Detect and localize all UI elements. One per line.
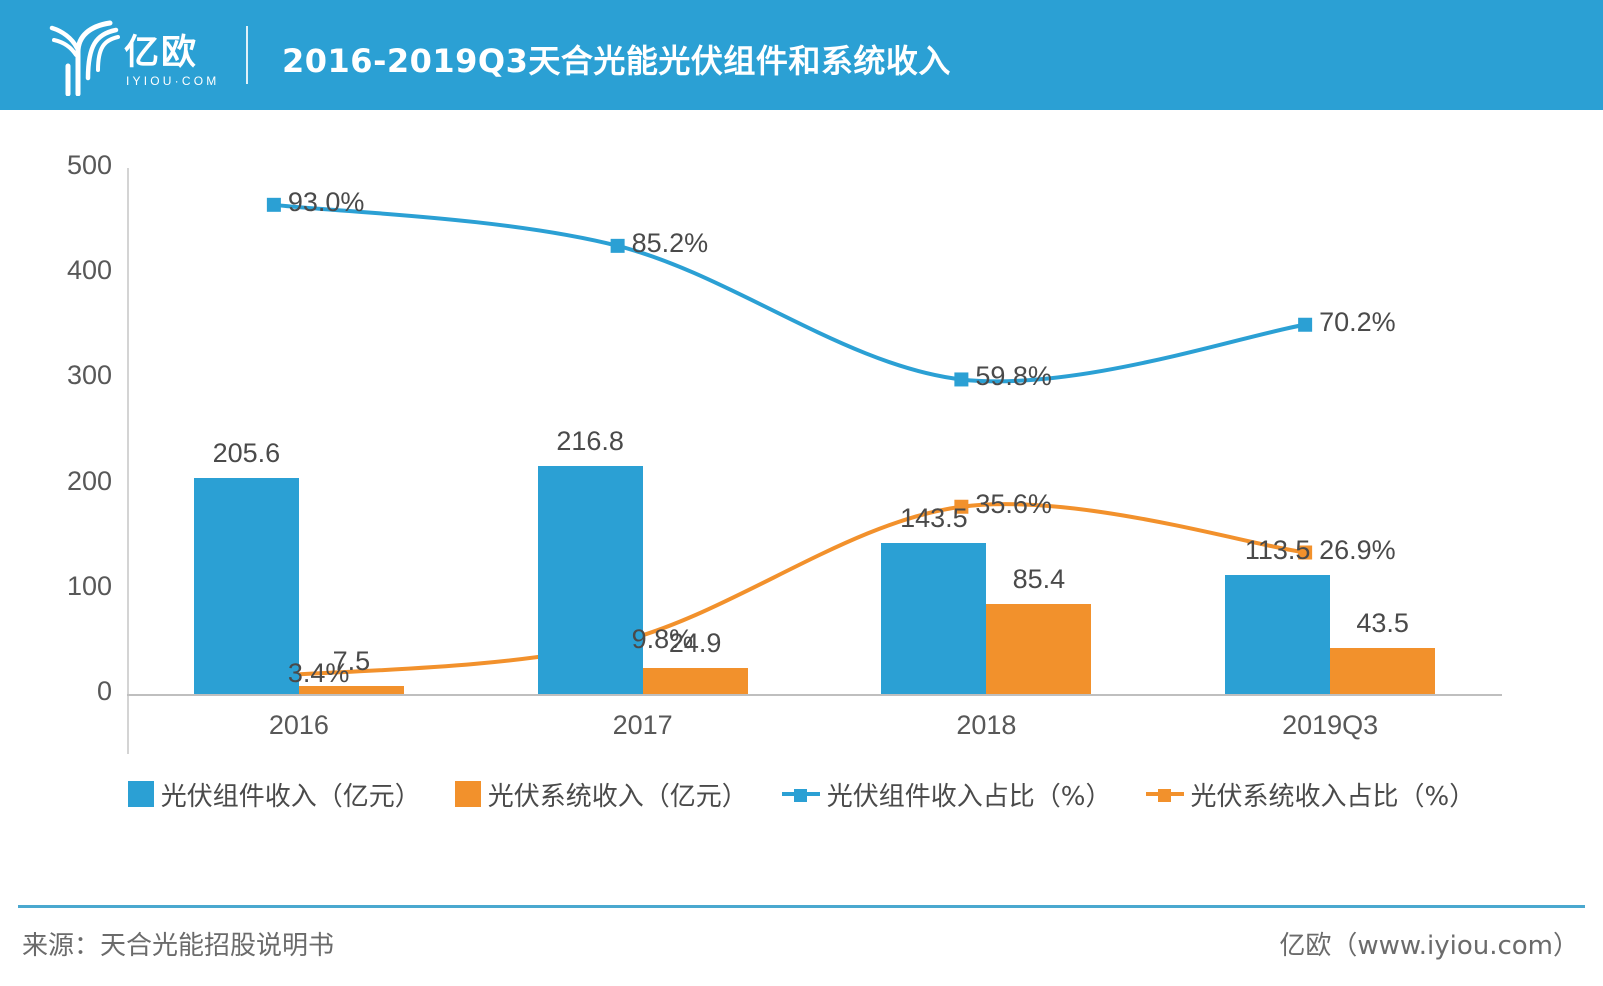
bar-value-label: 24.9 — [668, 627, 722, 658]
line-value-label: 35.6% — [975, 488, 1052, 519]
line-value-label: 59.8% — [975, 361, 1052, 392]
chart-legend: 光伏组件收入（亿元） 光伏系统收入（亿元） 光伏组件收入占比（%） 光伏系统收入占比（… — [0, 770, 1603, 818]
bar-value-label: 113.5 — [1244, 534, 1311, 565]
legend-item-3[interactable]: 光伏系统收入占比（%） — [1145, 776, 1476, 813]
legend-label: 光伏组件收入（亿元） — [160, 781, 421, 812]
line-value-label: 26.9% — [1319, 534, 1396, 565]
legend-item-2[interactable]: 光伏组件收入占比（%） — [781, 776, 1112, 813]
line-path — [273, 502, 1306, 679]
line-value-label: 93.0% — [287, 186, 365, 217]
line-marker[interactable] — [1298, 545, 1313, 560]
line-value-label: 9.8% — [631, 624, 694, 655]
y-tick-label: 0 — [96, 676, 112, 706]
legend-line-marker-icon — [781, 781, 820, 807]
legend-swatch-icon — [454, 781, 481, 807]
footer-brand[interactable]: 亿欧（www.iyiou.com） — [1279, 931, 1579, 961]
x-tick-label-2018: 2018 — [956, 710, 1017, 740]
logo-mark-icon — [49, 20, 120, 96]
x-axis-labels: 2016 2017 2018 2019Q3 — [127, 710, 1502, 760]
line-marker[interactable] — [266, 197, 281, 212]
bar-module-revenue[interactable] — [1225, 574, 1331, 694]
logo-domain-text: IYIOU·COM — [126, 74, 220, 88]
line-marker[interactable] — [610, 238, 625, 253]
legend-label: 光伏系统收入占比（%） — [1190, 781, 1476, 812]
plot-area: 205.6 7.5 216.8 24.9 143.5 85.4 113.5 43.5 93.0%… — [127, 168, 1502, 694]
line-marker[interactable] — [954, 372, 969, 387]
line-value-label: 85.2% — [631, 227, 709, 258]
page-title: 2016-2019Q3天合光能光伏组件和系统收入 — [282, 42, 951, 80]
x-tick-label-2019Q3: 2019Q3 — [1282, 710, 1379, 740]
iyiou-logo[interactable]: 亿欧 IYIOU·COM — [48, 16, 223, 96]
y-tick-label: 500 — [66, 150, 112, 180]
bar-system-revenue[interactable] — [986, 604, 1092, 694]
y-axis-ticks: 0 100 200 300 400 500 — [0, 110, 112, 730]
line-marker[interactable] — [1298, 317, 1313, 332]
bar-value-label: 143.5 — [900, 503, 968, 534]
bar-value-label: 85.4 — [1012, 564, 1066, 595]
footer-source: 来源：天合光能招股说明书 — [22, 931, 335, 961]
bar-value-label: 43.5 — [1356, 608, 1409, 639]
bar-module-revenue[interactable] — [193, 477, 299, 694]
y-tick-label: 400 — [66, 255, 112, 286]
y-axis-line — [127, 168, 129, 754]
bar-value-label: 216.8 — [556, 425, 624, 456]
line-marker[interactable] — [954, 499, 969, 514]
bar-system-revenue[interactable] — [642, 667, 748, 694]
x-tick-label-2016: 2016 — [268, 710, 329, 740]
legend-line-marker-icon — [1145, 781, 1184, 807]
bar-system-revenue[interactable] — [298, 686, 404, 694]
header-divider — [246, 26, 248, 84]
bar-value-label: 7.5 — [332, 646, 371, 677]
chart-container: 0 100 200 300 400 500 205.6 7.5 216.8 24.9 143.5 8… — [0, 110, 1603, 870]
legend-swatch-icon — [127, 781, 154, 807]
legend-label: 光伏组件收入占比（%） — [826, 781, 1112, 812]
bar-module-revenue[interactable] — [881, 543, 987, 694]
x-tick-label-2017: 2017 — [612, 710, 673, 740]
y-tick-label: 300 — [66, 360, 112, 391]
legend-item-0[interactable]: 光伏组件收入（亿元） — [127, 776, 421, 813]
line-value-label: 70.2% — [1319, 306, 1396, 337]
bar-system-revenue[interactable] — [1330, 648, 1436, 694]
logo-chinese-text: 亿欧 — [124, 33, 199, 73]
y-tick-label: 100 — [66, 570, 112, 601]
x-axis-line — [127, 694, 1502, 696]
legend-label: 光伏系统收入（亿元） — [487, 781, 748, 812]
bar-value-label: 205.6 — [212, 437, 281, 468]
y-tick-label: 200 — [66, 465, 112, 496]
header-banner: 亿欧 IYIOU·COM 2016-2019Q3天合光能光伏组件和系统收入 — [0, 0, 1603, 110]
bar-module-revenue[interactable] — [537, 465, 643, 694]
legend-item-1[interactable]: 光伏系统收入（亿元） — [454, 776, 748, 813]
footer-divider — [18, 905, 1585, 908]
line-path — [273, 202, 1306, 384]
line-value-label: 3.4% — [287, 658, 350, 689]
